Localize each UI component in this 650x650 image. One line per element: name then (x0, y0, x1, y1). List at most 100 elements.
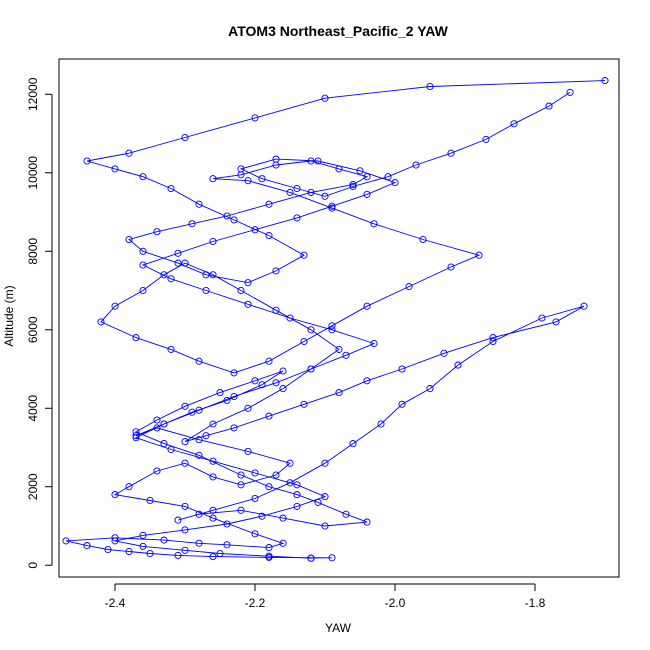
data-point (209, 420, 217, 428)
data-point (272, 471, 280, 479)
data-point (321, 493, 329, 501)
data-point (265, 483, 273, 491)
data-point (265, 357, 273, 365)
data-point (237, 506, 245, 514)
data-point (279, 385, 287, 393)
data-point (237, 286, 245, 295)
data-point (321, 192, 329, 200)
data-point (342, 510, 350, 518)
data-point (566, 88, 574, 96)
data-point (146, 496, 154, 505)
data-point (398, 400, 406, 408)
data-point (244, 404, 252, 412)
data-point (580, 302, 588, 310)
x-axis-label: YAW (325, 621, 352, 635)
data-point (174, 516, 182, 524)
x-tick-label: -2.0 (385, 596, 406, 610)
data-point (195, 200, 203, 208)
data-point (426, 82, 434, 91)
data-point (125, 547, 133, 556)
plot-marks (62, 77, 609, 562)
data-point (251, 494, 259, 503)
y-tick-label: 0 (26, 562, 40, 569)
data-point (132, 434, 140, 442)
series-1-line (65, 80, 606, 559)
data-point (447, 149, 455, 157)
data-point (139, 542, 147, 550)
data-point (377, 420, 385, 428)
data-point (279, 539, 287, 547)
data-point (244, 279, 252, 287)
data-point (181, 133, 189, 142)
data-point (209, 553, 217, 561)
data-point (321, 94, 329, 102)
data-point (447, 263, 455, 271)
x-tick-label: -2.4 (105, 596, 126, 610)
data-point (384, 173, 392, 181)
data-point (265, 200, 273, 208)
data-point (209, 514, 217, 522)
data-point (237, 165, 245, 173)
data-point (139, 173, 147, 181)
y-axis-label: Altitude (m) (2, 285, 16, 346)
data-point (265, 544, 273, 552)
chart-title: ATOM3 Northeast_Pacific_2 YAW (228, 23, 448, 39)
data-point (475, 251, 483, 259)
data-point (426, 385, 434, 393)
data-point (223, 520, 231, 528)
data-point (293, 481, 301, 489)
data-point (258, 175, 266, 183)
data-point (153, 416, 161, 424)
data-point (111, 537, 119, 545)
data-point (209, 237, 217, 246)
data-point (181, 526, 189, 534)
data-point (153, 228, 161, 236)
data-point (181, 259, 189, 267)
data-point (286, 479, 294, 487)
data-point (398, 365, 406, 373)
data-point (209, 457, 217, 465)
data-point (209, 506, 217, 514)
data-point (62, 537, 70, 545)
data-point (489, 337, 497, 346)
data-point (167, 184, 175, 193)
data-point (244, 447, 252, 455)
data-point (216, 549, 224, 558)
data-point (279, 514, 287, 522)
data-point (251, 114, 259, 122)
data-point (454, 361, 462, 369)
data-point (307, 188, 315, 196)
data-point (307, 554, 315, 562)
data-point (209, 175, 217, 183)
data-point (293, 214, 301, 222)
data-point (195, 406, 203, 414)
data-point (146, 549, 154, 558)
data-point (300, 337, 308, 346)
data-point (328, 554, 336, 562)
data-point (300, 251, 308, 259)
y-tick-label: 10000 (26, 156, 40, 190)
x-tick-label: -1.8 (525, 596, 546, 610)
data-point (223, 541, 231, 549)
data-point (188, 220, 196, 228)
data-point (209, 271, 217, 279)
data-point (391, 179, 399, 187)
data-point (230, 424, 238, 432)
data-point (125, 235, 133, 244)
data-point (328, 202, 336, 210)
data-point (111, 491, 119, 499)
data-point (251, 469, 259, 477)
data-point (160, 271, 168, 279)
data-point (328, 204, 336, 212)
data-point (405, 283, 413, 291)
data-point (202, 432, 210, 440)
data-point (83, 542, 91, 550)
data-point (321, 459, 329, 467)
data-point (202, 286, 210, 295)
data-point (335, 345, 343, 353)
data-point (545, 102, 553, 110)
data-point (265, 412, 273, 420)
data-point (328, 322, 336, 330)
data-point (139, 286, 147, 295)
data-point (363, 377, 371, 385)
